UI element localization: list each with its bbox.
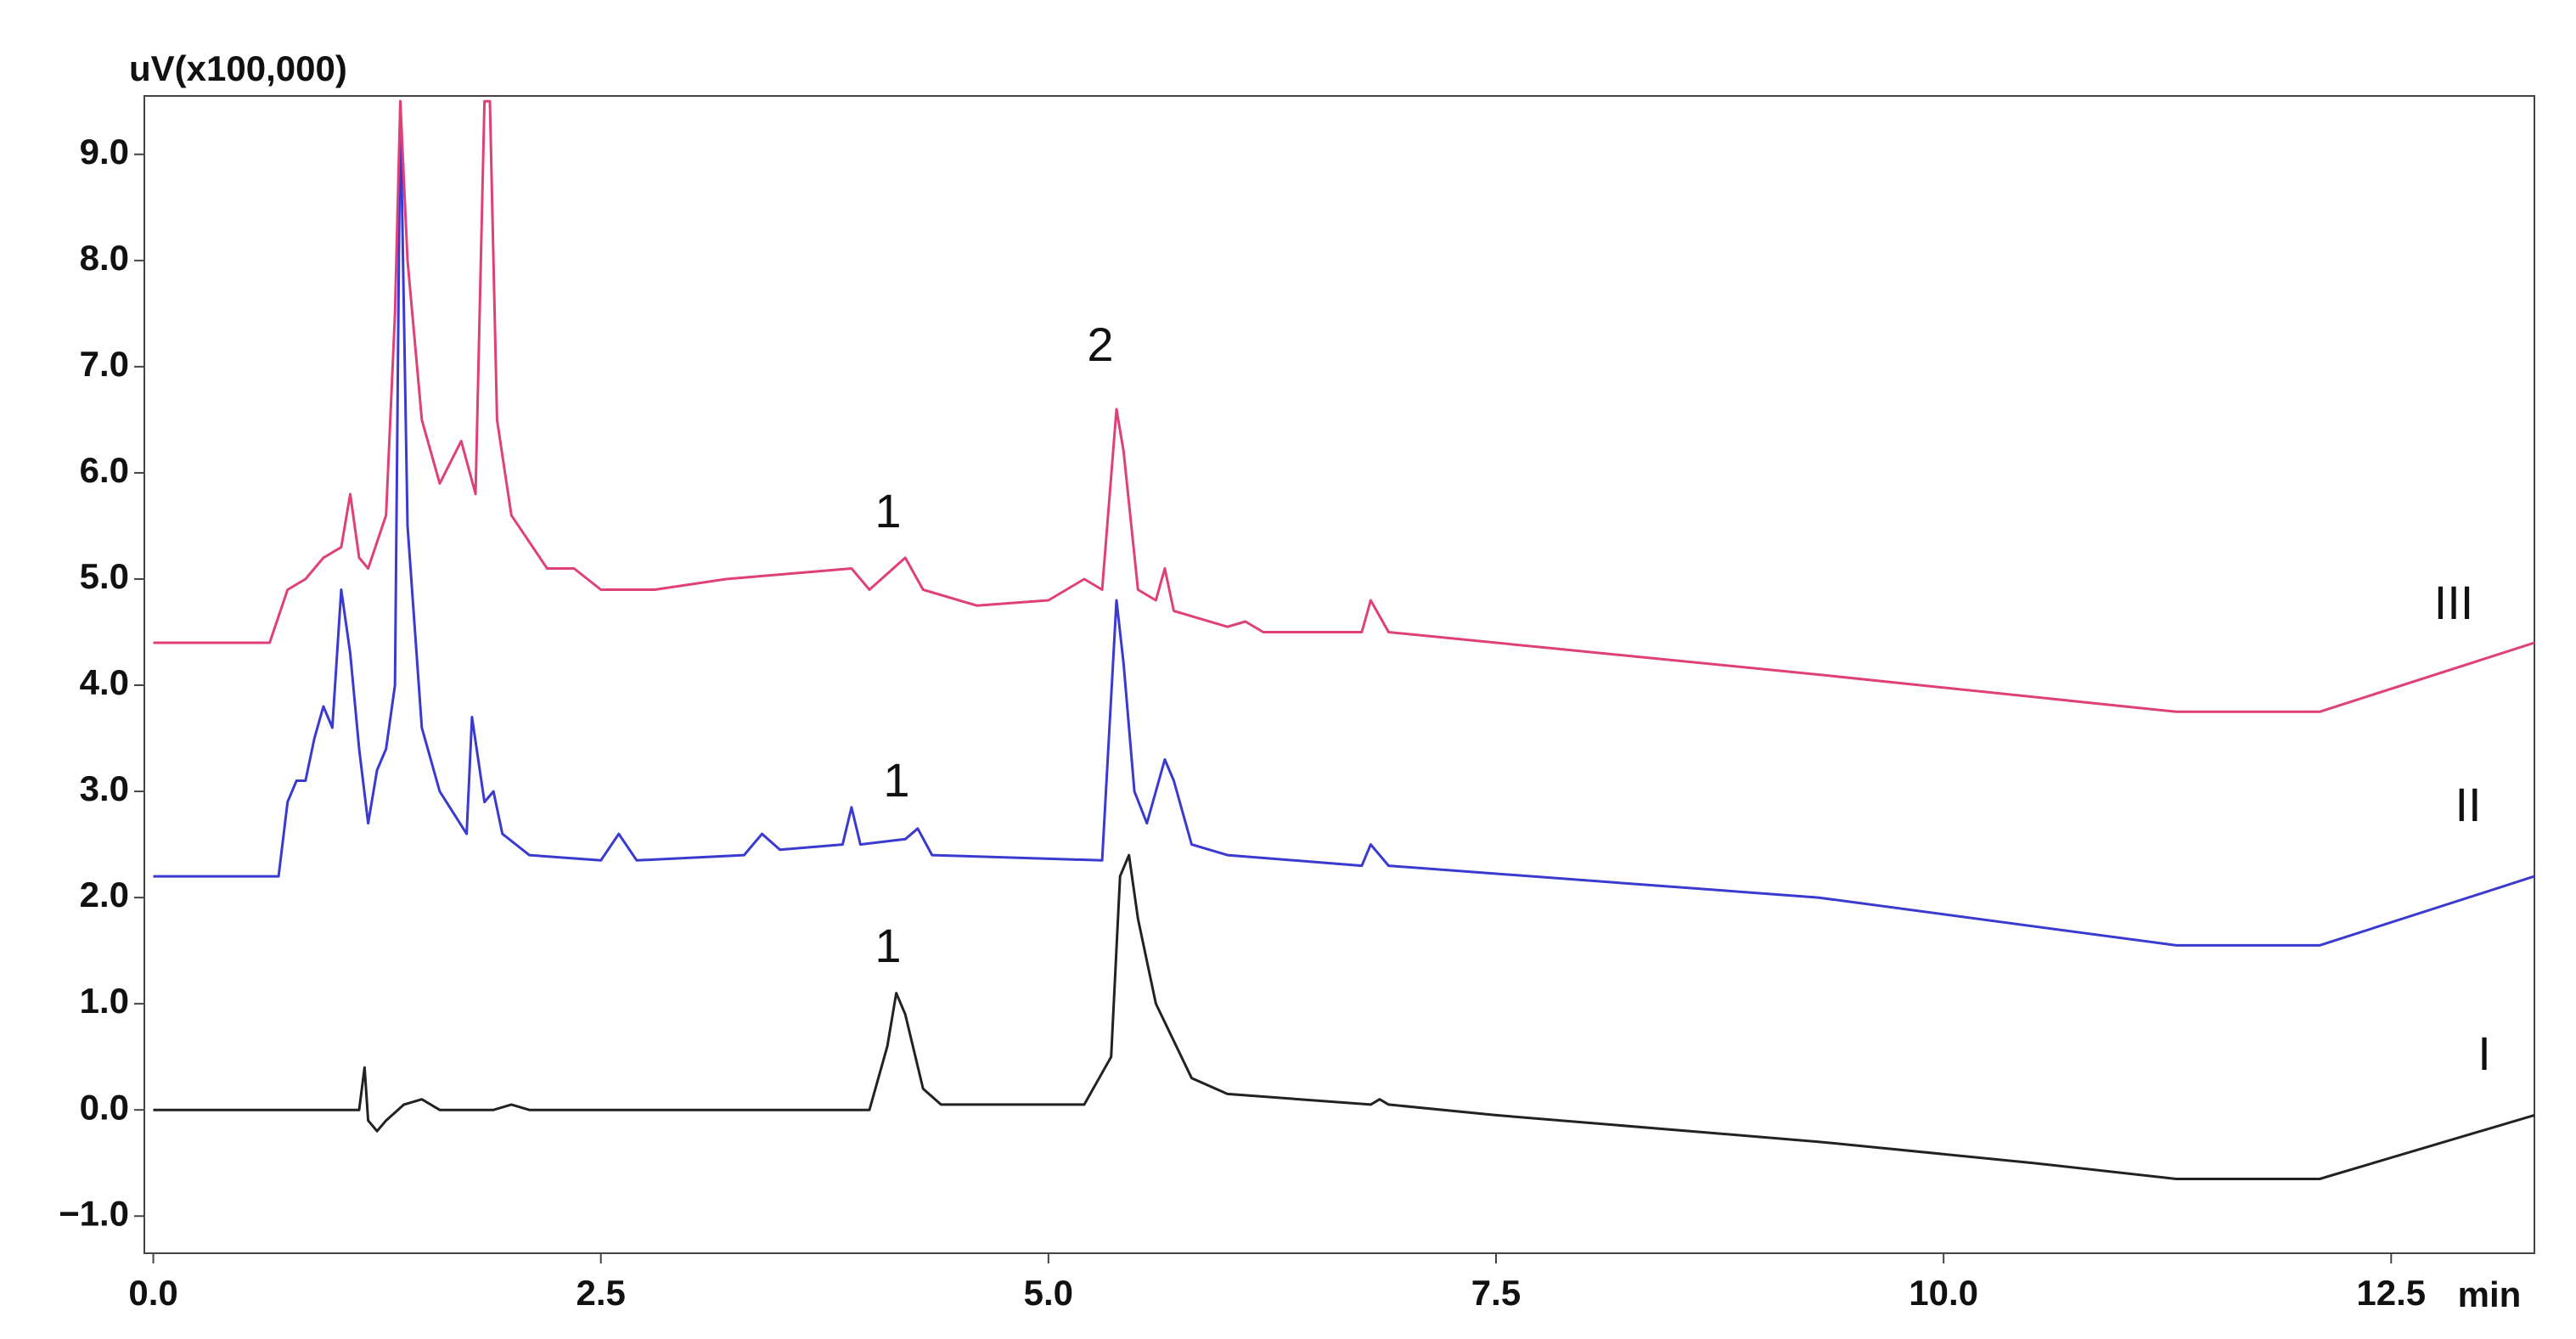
y-tick-label: 4.0 — [80, 662, 129, 702]
y-tick-label: 8.0 — [80, 238, 129, 278]
y-tick-label: 7.0 — [80, 344, 129, 384]
annotation: 1 — [883, 753, 909, 807]
x-tick-label: 5.0 — [1024, 1273, 1073, 1313]
x-tick-label: 2.5 — [577, 1273, 626, 1313]
y-tick-label: 9.0 — [80, 132, 129, 172]
y-tick-label: 6.0 — [80, 450, 129, 490]
series-label: III — [2434, 576, 2474, 629]
y-tick-label: 1.0 — [80, 981, 129, 1021]
y-tick-label: 3.0 — [80, 768, 129, 808]
annotation: 1 — [875, 484, 901, 537]
y-tick-label: 2.0 — [80, 875, 129, 914]
y-axis-label: uV(x100,000) — [129, 48, 347, 88]
x-axis-label: min — [2458, 1274, 2522, 1314]
x-tick-label: 10.0 — [1909, 1273, 1978, 1313]
y-tick-label: 5.0 — [80, 556, 129, 596]
x-tick-label: 12.5 — [2356, 1273, 2426, 1313]
x-tick-label: 7.5 — [1471, 1273, 1521, 1313]
plot-frame — [143, 95, 2535, 1254]
series-line — [153, 853, 2535, 1180]
series-line — [153, 99, 2535, 713]
x-tick-label: 0.0 — [128, 1273, 177, 1313]
y-tick-label: 0.0 — [80, 1087, 129, 1127]
y-tick-label: −1.0 — [59, 1193, 129, 1233]
annotation: 2 — [1087, 318, 1113, 371]
series-label: I — [2478, 1027, 2491, 1080]
annotation: 1 — [875, 919, 901, 972]
series-line — [153, 99, 2535, 947]
series-label: II — [2455, 778, 2481, 831]
